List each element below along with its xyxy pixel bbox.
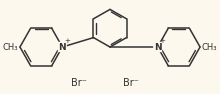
Text: N: N — [59, 42, 66, 52]
Text: +: + — [159, 38, 165, 44]
Text: N: N — [154, 42, 161, 52]
Text: +: + — [64, 38, 70, 44]
Text: CH₃: CH₃ — [202, 42, 217, 52]
Text: Br⁻: Br⁻ — [123, 78, 139, 88]
Text: CH₃: CH₃ — [3, 42, 18, 52]
Text: Br⁻: Br⁻ — [71, 78, 87, 88]
